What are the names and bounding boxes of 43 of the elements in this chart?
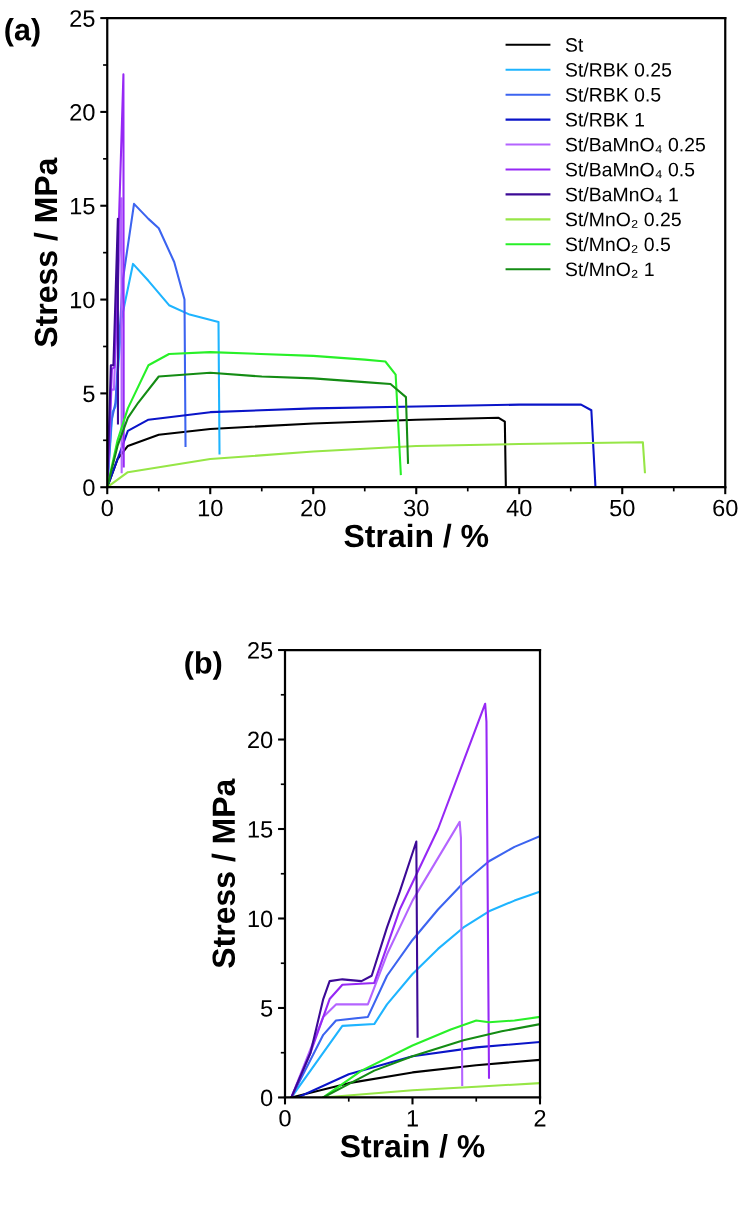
y-tick-label: 10 xyxy=(70,291,95,309)
y-axis-title: Stress / MPa xyxy=(211,778,236,968)
x-tick-label: 0 xyxy=(101,499,113,517)
legend-label: St/MnO₂ 0.25 xyxy=(565,212,681,228)
y-tick-label: 15 xyxy=(248,821,273,838)
x-tick-label: 30 xyxy=(404,499,429,517)
legend-label: St xyxy=(565,38,584,52)
y-axis-title: Stress / MPa xyxy=(33,157,58,347)
x-axis-title: Strain / % xyxy=(340,1134,485,1158)
x-tick-label: 20 xyxy=(301,499,326,517)
y-tick-label: 0 xyxy=(260,1089,273,1107)
legend-label: St/RBK 0.25 xyxy=(565,62,672,77)
legend-label: St/BaMnO₄ 0.25 xyxy=(565,137,705,154)
line-series xyxy=(107,371,410,488)
line-series xyxy=(107,441,646,488)
y-tick-label: 10 xyxy=(248,910,273,928)
text: (a) xyxy=(5,18,40,47)
x-tick-label: 0 xyxy=(279,1109,291,1127)
x-tick-label: 40 xyxy=(506,499,532,517)
legend-label: St/BaMnO₄ 1 xyxy=(565,187,678,203)
legend-label: St/RBK 0.5 xyxy=(565,87,661,102)
legend-label: St/RBK 1 xyxy=(565,112,644,127)
y-tick-label: 25 xyxy=(70,10,95,27)
legend-label: St/MnO₂ 0.5 xyxy=(565,236,671,253)
x-axis-title: Strain / % xyxy=(344,523,489,548)
y-tick-label: 20 xyxy=(248,731,273,749)
x-tick-label: 50 xyxy=(610,499,635,517)
line-series xyxy=(290,835,540,1098)
x-tick-label: 10 xyxy=(198,499,223,517)
y-tick-label: 5 xyxy=(261,1000,273,1017)
text: (b) xyxy=(185,651,222,680)
legend-label: St/MnO₂ 1 xyxy=(565,261,654,278)
y-tick-label: 25 xyxy=(248,642,273,659)
y-tick-label: 5 xyxy=(83,385,95,403)
x-tick-label: 60 xyxy=(713,499,738,517)
line-series xyxy=(290,840,419,1098)
y-tick-label: 0 xyxy=(83,479,95,497)
line-series xyxy=(296,1040,540,1098)
y-tick-label: 20 xyxy=(70,103,95,121)
x-tick-label: 1 xyxy=(407,1110,418,1127)
y-tick-label: 15 xyxy=(70,198,95,215)
legend-label: St/BaMnO₄ 0.5 xyxy=(565,162,695,178)
x-tick-label: 2 xyxy=(534,1109,546,1127)
